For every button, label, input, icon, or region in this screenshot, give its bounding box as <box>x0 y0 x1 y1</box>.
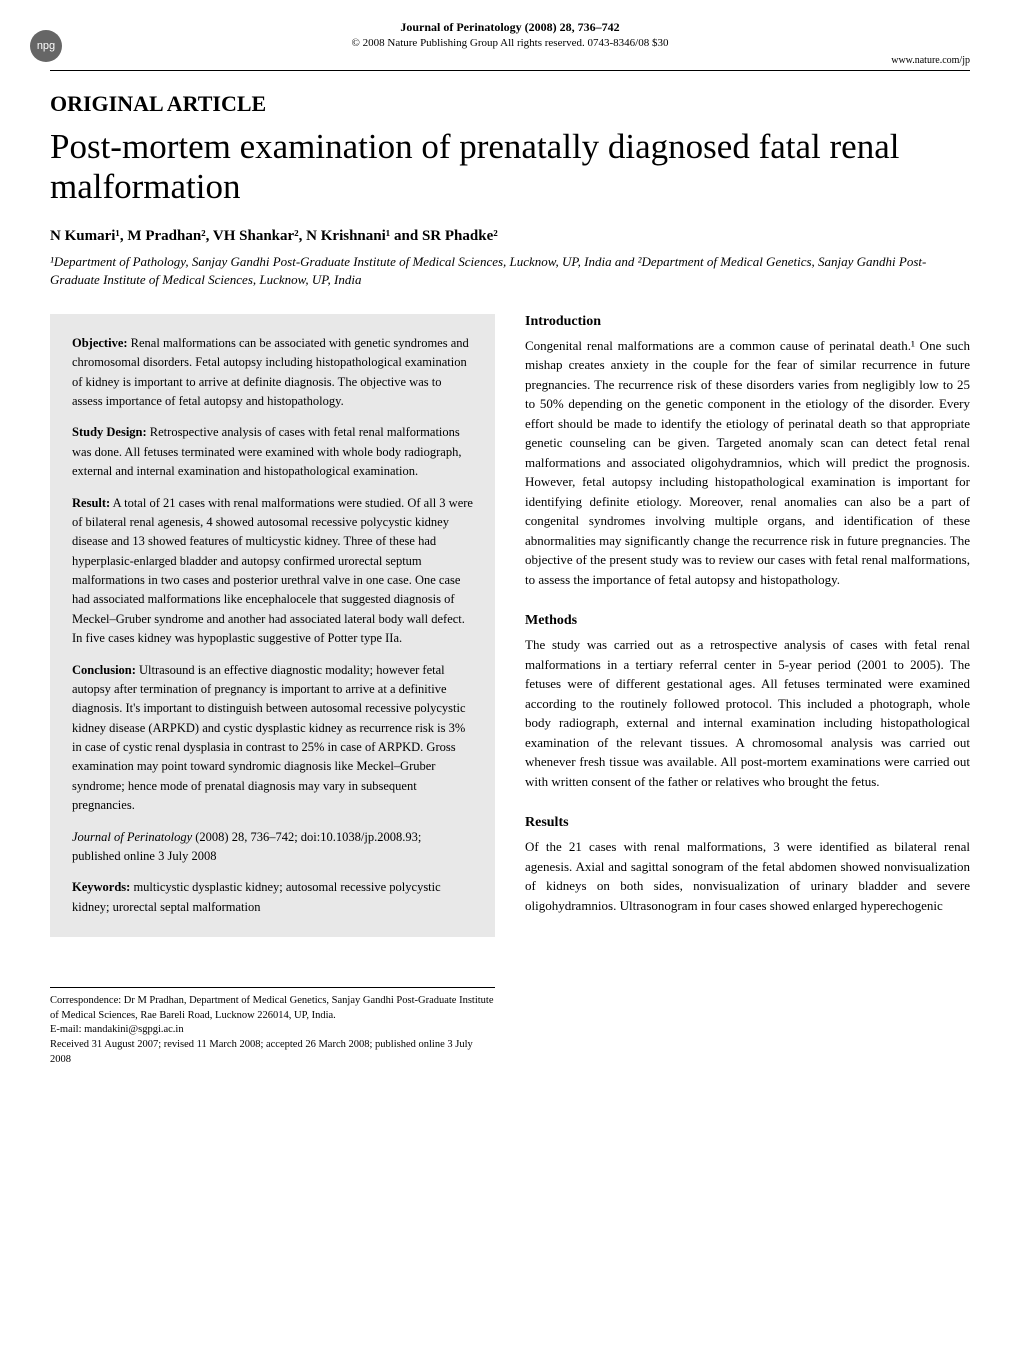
conclusion-text: Ultrasound is an effective diagnostic mo… <box>72 663 466 813</box>
correspondence-address: Correspondence: Dr M Pradhan, Department… <box>50 994 495 1023</box>
abstract-study-design: Study Design: Retrospective analysis of … <box>72 423 473 481</box>
two-column-layout: Objective: Renal malformations can be as… <box>50 314 970 1068</box>
journal-header: Journal of Perinatology (2008) 28, 736–7… <box>50 20 970 49</box>
methods-heading: Methods <box>525 613 970 629</box>
keywords-label: Keywords: <box>72 880 130 894</box>
introduction-section: Introduction Congenital renal malformati… <box>525 314 970 590</box>
correspondence-email: E-mail: mandakini@sgpgi.ac.in <box>50 1023 495 1038</box>
introduction-text: Congenital renal malformations are a com… <box>525 336 970 590</box>
citation-journal: Journal of Perinatology <box>72 830 192 844</box>
abstract-citation: Journal of Perinatology (2008) 28, 736–7… <box>72 828 473 867</box>
result-label: Result: <box>72 496 110 510</box>
header-divider <box>50 70 970 71</box>
study-design-label: Study Design: <box>72 425 147 439</box>
correspondence-dates: Received 31 August 2007; revised 11 Marc… <box>50 1038 495 1067</box>
author-list: N Kumari¹, M Pradhan², VH Shankar², N Kr… <box>50 228 970 245</box>
methods-section: Methods The study was carried out as a r… <box>525 613 970 791</box>
abstract-objective: Objective: Renal malformations can be as… <box>72 334 473 412</box>
article-type: ORIGINAL ARTICLE <box>50 91 970 117</box>
introduction-heading: Introduction <box>525 314 970 330</box>
methods-text: The study was carried out as a retrospec… <box>525 635 970 791</box>
result-text: A total of 21 cases with renal malformat… <box>72 496 473 646</box>
abstract-box: Objective: Renal malformations can be as… <box>50 314 495 937</box>
copyright-line: © 2008 Nature Publishing Group All right… <box>50 37 970 49</box>
objective-label: Objective: <box>72 336 128 350</box>
npg-logo: npg <box>30 30 62 62</box>
correspondence-block: Correspondence: Dr M Pradhan, Department… <box>50 987 495 1067</box>
right-column: Introduction Congenital renal malformati… <box>525 314 970 1068</box>
npg-logo-text: npg <box>37 40 55 52</box>
abstract-keywords: Keywords: multicystic dysplastic kidney;… <box>72 878 473 917</box>
journal-url: www.nature.com/jp <box>50 55 970 66</box>
abstract-conclusion: Conclusion: Ultrasound is an effective d… <box>72 661 473 816</box>
article-title: Post-mortem examination of prenatally di… <box>50 127 970 208</box>
affiliations: ¹Department of Pathology, Sanjay Gandhi … <box>50 253 970 289</box>
results-heading: Results <box>525 815 970 831</box>
conclusion-label: Conclusion: <box>72 663 136 677</box>
results-text: Of the 21 cases with renal malformations… <box>525 837 970 915</box>
left-column: Objective: Renal malformations can be as… <box>50 314 495 1068</box>
objective-text: Renal malformations can be associated wi… <box>72 336 469 408</box>
results-section: Results Of the 21 cases with renal malfo… <box>525 815 970 915</box>
abstract-result: Result: A total of 21 cases with renal m… <box>72 494 473 649</box>
journal-name-line: Journal of Perinatology (2008) 28, 736–7… <box>50 20 970 35</box>
